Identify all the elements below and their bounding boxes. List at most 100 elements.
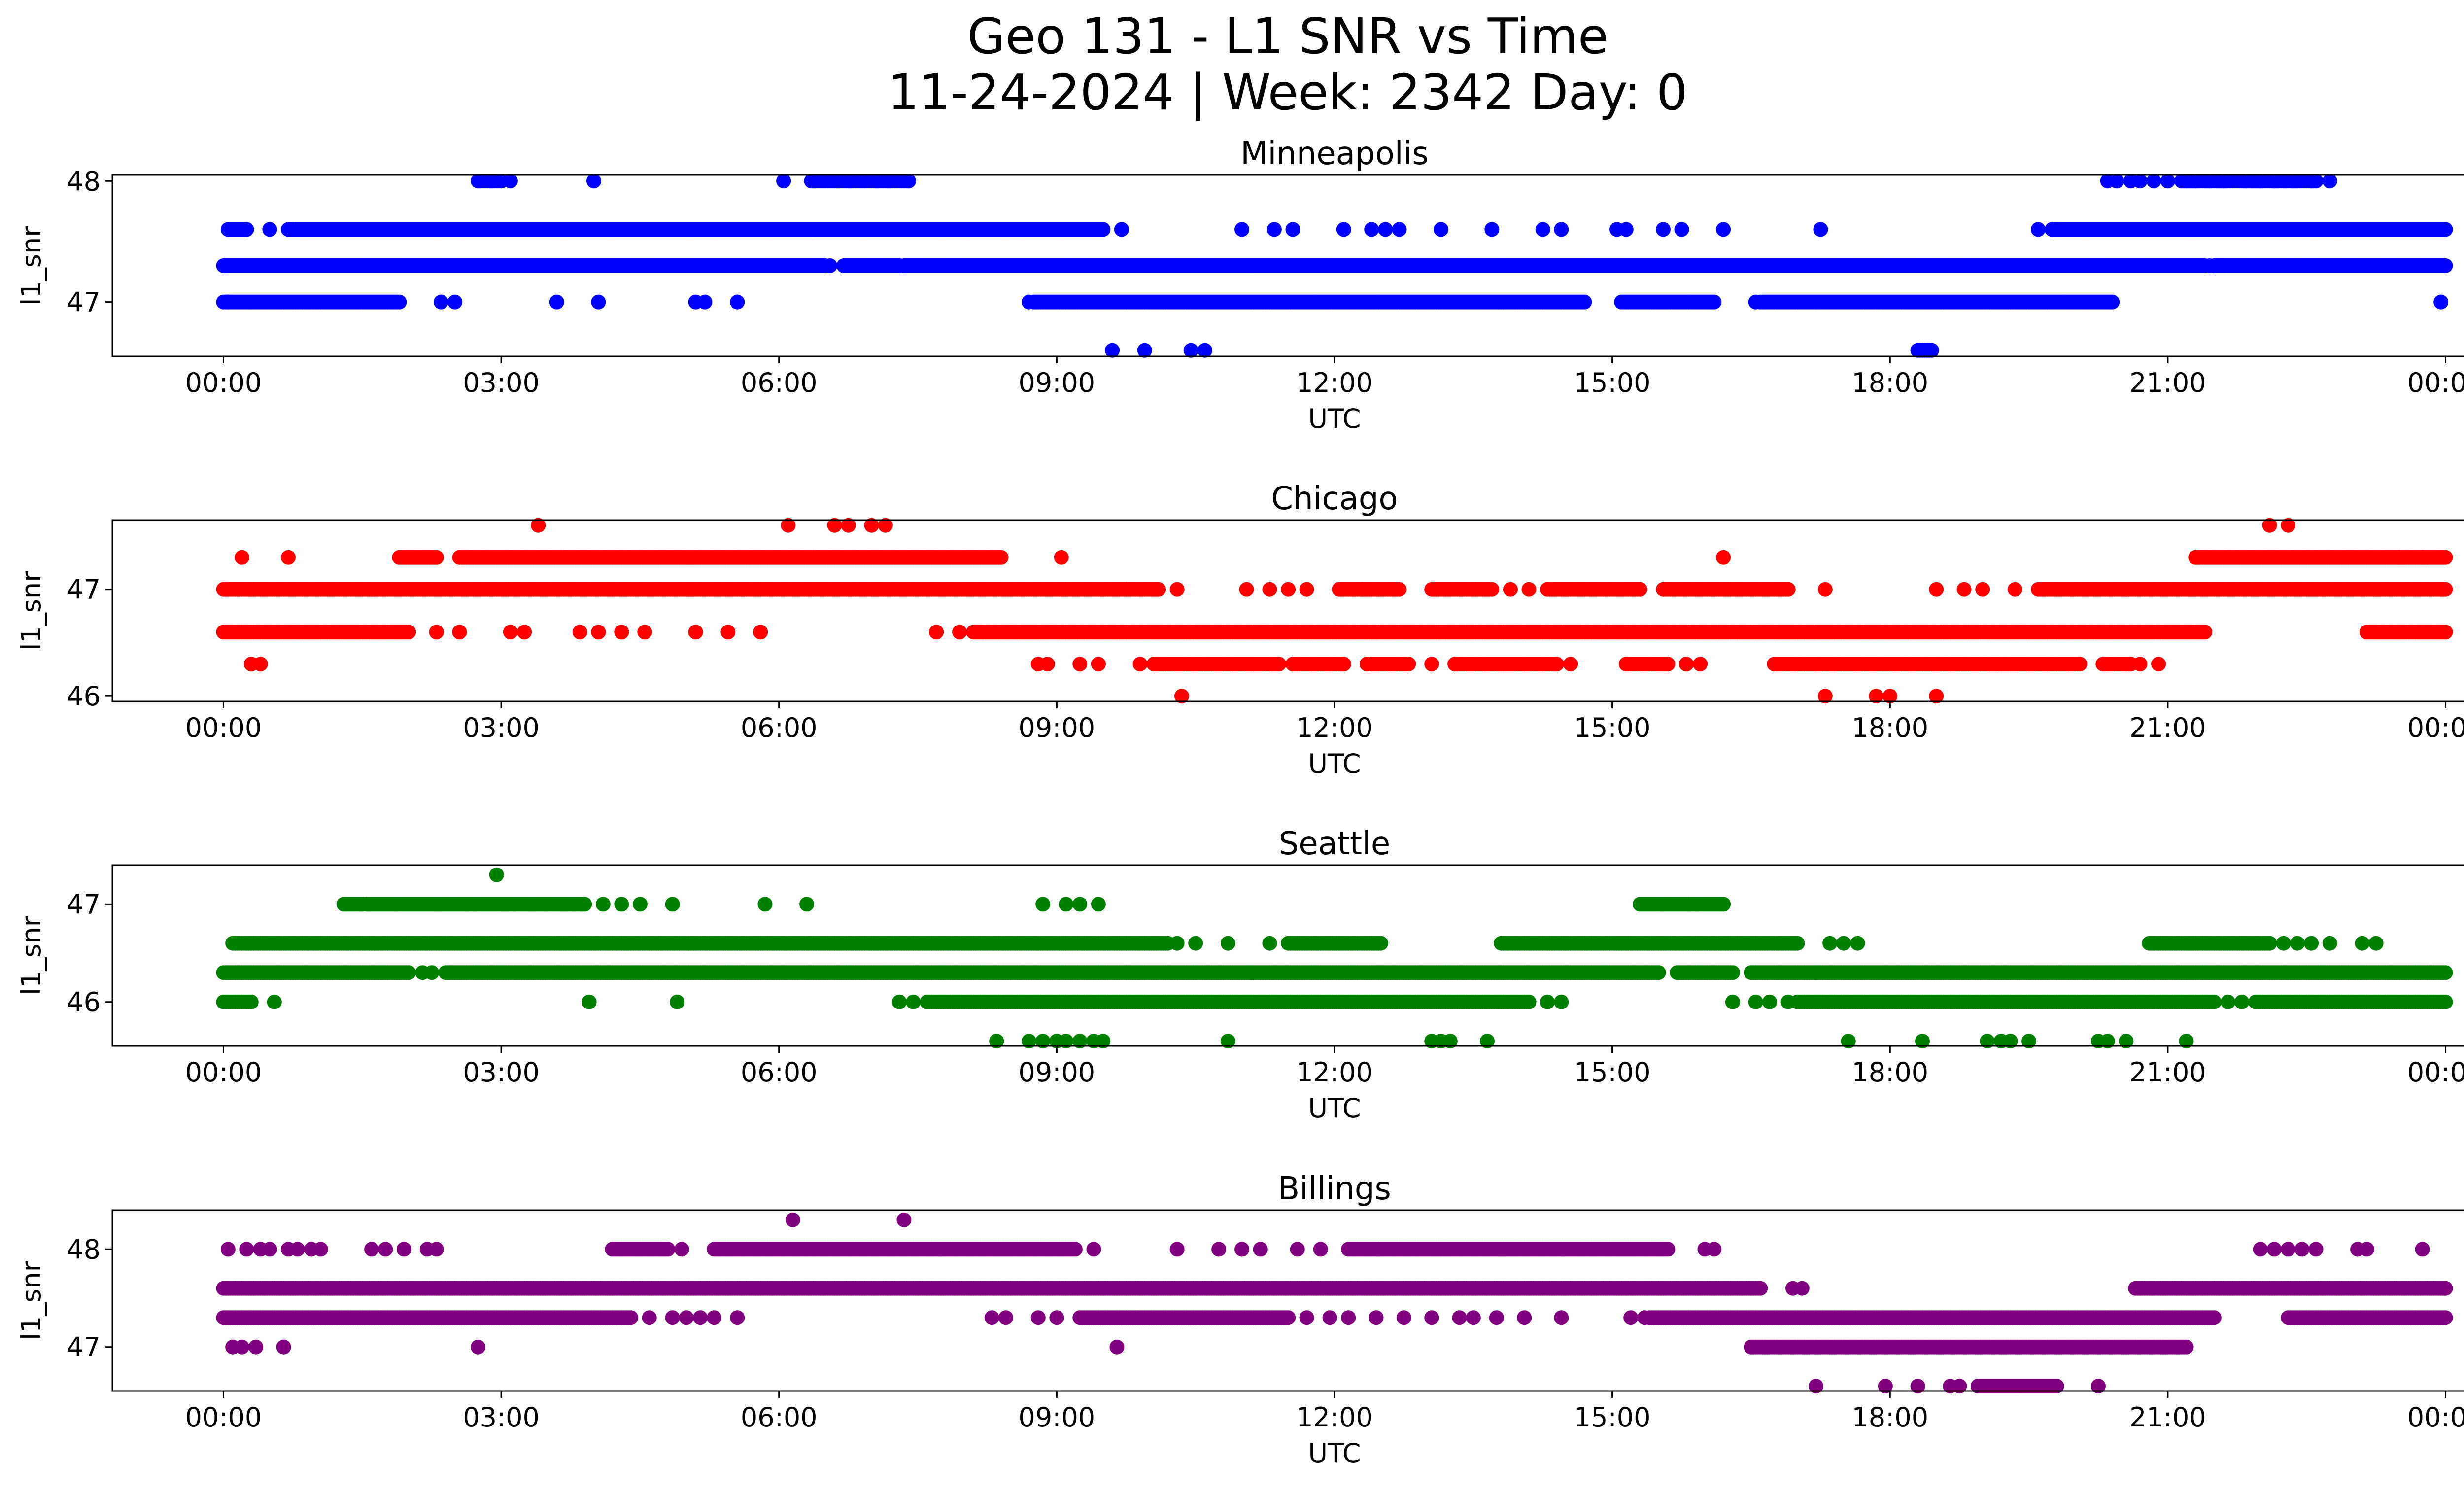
data-point bbox=[1137, 343, 1152, 358]
y-axis-label: l1_snr bbox=[16, 571, 47, 651]
data-point bbox=[614, 897, 629, 912]
figure-title-line-1: Geo 131 - L1 SNR vs Time bbox=[967, 7, 1608, 65]
data-point bbox=[503, 174, 518, 189]
data-point bbox=[720, 625, 736, 640]
data-point bbox=[1401, 657, 1416, 672]
data-point bbox=[572, 625, 587, 640]
data-point bbox=[2216, 174, 2231, 189]
data-point bbox=[2438, 625, 2453, 640]
data-point bbox=[1975, 582, 1990, 597]
data-point bbox=[2072, 657, 2088, 672]
data-point bbox=[1392, 222, 1407, 237]
data-point bbox=[1716, 897, 1731, 912]
x-tick-label: 09:00 bbox=[1019, 367, 1095, 398]
data-point bbox=[2239, 174, 2254, 189]
panel-title: Chicago bbox=[1271, 481, 1398, 517]
data-point bbox=[2030, 222, 2046, 237]
y-tick-label: 47 bbox=[67, 287, 101, 318]
data-point bbox=[1281, 582, 1296, 597]
x-tick-label: 06:00 bbox=[741, 367, 818, 398]
x-tick-label: 18:00 bbox=[1851, 367, 1928, 398]
data-point bbox=[253, 657, 268, 672]
y-tick-label: 46 bbox=[67, 681, 101, 712]
panel-title: Seattle bbox=[1279, 826, 1391, 862]
data-point bbox=[776, 174, 791, 189]
data-point bbox=[2392, 550, 2407, 565]
data-point bbox=[1359, 657, 1374, 672]
data-point bbox=[2304, 174, 2319, 189]
x-tick-label: 06:00 bbox=[741, 712, 818, 743]
data-point bbox=[993, 550, 1009, 565]
data-point bbox=[1780, 582, 1796, 597]
data-point bbox=[975, 625, 991, 640]
data-point bbox=[2202, 174, 2217, 189]
data-point bbox=[586, 174, 601, 189]
data-point bbox=[1674, 222, 1689, 237]
data-point bbox=[1707, 294, 1722, 310]
data-point bbox=[1183, 343, 1198, 358]
data-point bbox=[1678, 657, 1694, 672]
data-point bbox=[429, 625, 444, 640]
data-point bbox=[637, 625, 652, 640]
data-point bbox=[697, 294, 713, 310]
data-point bbox=[1059, 897, 1074, 912]
data-point bbox=[1132, 657, 1148, 672]
data-point bbox=[1234, 222, 1250, 237]
data-point bbox=[2188, 174, 2203, 189]
data-point bbox=[753, 625, 768, 640]
data-point bbox=[262, 222, 277, 237]
data-point bbox=[1618, 222, 1634, 237]
data-point bbox=[1054, 550, 1069, 565]
data-point bbox=[447, 294, 463, 310]
data-point bbox=[503, 625, 518, 640]
data-point bbox=[1271, 657, 1287, 672]
data-point bbox=[1114, 222, 1129, 237]
data-point bbox=[1378, 222, 1393, 237]
data-point bbox=[281, 550, 296, 565]
data-point bbox=[1484, 582, 1500, 597]
y-tick-label: 48 bbox=[67, 166, 101, 197]
data-point bbox=[1091, 897, 1106, 912]
x-axis-label: UTC bbox=[1308, 748, 1361, 779]
data-point bbox=[1299, 582, 1314, 597]
data-point bbox=[1716, 222, 1731, 237]
data-point bbox=[822, 258, 838, 273]
data-point bbox=[1577, 294, 1592, 310]
data-point bbox=[239, 222, 254, 237]
data-point bbox=[2105, 294, 2120, 310]
data-point bbox=[901, 174, 916, 189]
x-tick-label: 00:00 bbox=[2407, 712, 2464, 743]
data-point bbox=[1521, 582, 1537, 597]
data-point bbox=[1929, 582, 1944, 597]
data-point bbox=[1151, 582, 1166, 597]
data-point bbox=[1072, 897, 1088, 912]
data-point bbox=[235, 550, 249, 565]
data-point bbox=[1956, 582, 1972, 597]
data-point bbox=[952, 625, 967, 640]
data-point bbox=[1198, 343, 1212, 358]
data-point bbox=[577, 897, 592, 912]
data-point bbox=[1392, 582, 1407, 597]
data-point bbox=[2151, 657, 2166, 672]
figure-title-line-2: 11-24-2024 | Week: 2342 Day: 0 bbox=[888, 64, 1687, 121]
x-tick-label: 09:00 bbox=[1019, 712, 1095, 743]
x-tick-label: 03:00 bbox=[463, 367, 540, 398]
data-point bbox=[1484, 222, 1500, 237]
data-point bbox=[2438, 550, 2453, 565]
x-tick-label: 12:00 bbox=[1296, 712, 1373, 743]
data-point bbox=[1554, 222, 1569, 237]
data-point bbox=[1716, 550, 1731, 565]
data-point bbox=[1364, 222, 1379, 237]
data-point bbox=[2267, 174, 2282, 189]
panel-title: Minneapolis bbox=[1240, 136, 1428, 172]
data-point bbox=[434, 294, 448, 310]
data-point bbox=[489, 867, 504, 882]
data-point bbox=[1563, 657, 1578, 672]
x-tick-label: 00:00 bbox=[2407, 367, 2464, 398]
data-point bbox=[1924, 343, 1939, 358]
data-point bbox=[1266, 222, 1282, 237]
